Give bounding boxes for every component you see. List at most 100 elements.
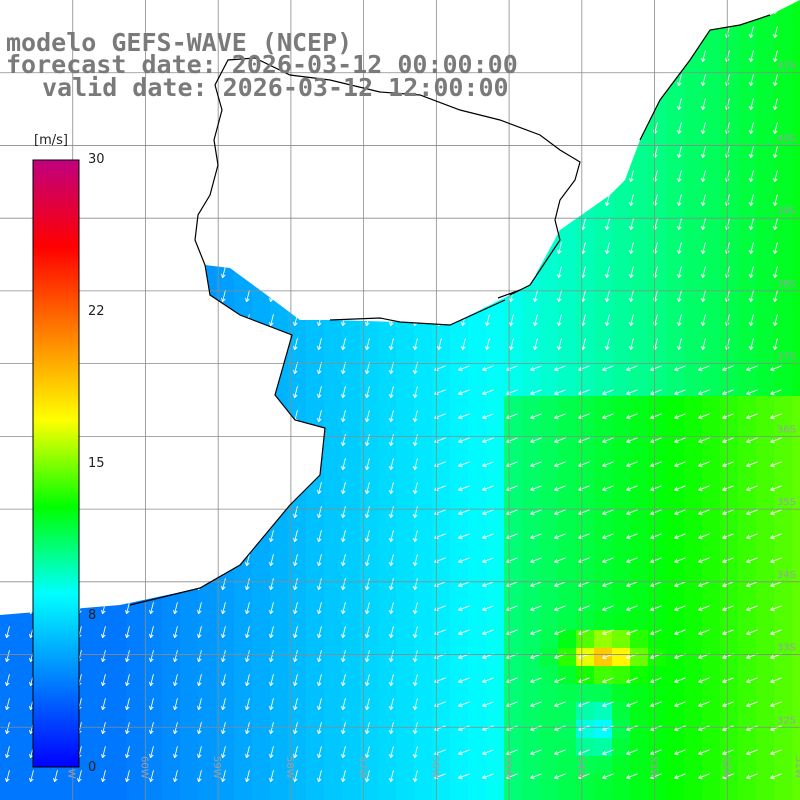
wind-speed-cell <box>468 468 487 487</box>
wind-speed-cell <box>126 486 145 505</box>
wind-speed-cell <box>306 486 325 505</box>
wind-vector <box>749 266 754 279</box>
wind-vector <box>557 242 562 255</box>
wind-speed-cell <box>648 648 667 667</box>
wind-speed-cell <box>180 630 199 649</box>
wind-vector <box>413 602 418 615</box>
wind-vector <box>722 389 734 396</box>
wind-vector <box>674 437 686 444</box>
wind-speed-cell <box>234 504 253 523</box>
wind-speed-cell <box>360 216 379 235</box>
wind-speed-cell <box>738 144 757 163</box>
wind-speed-cell <box>18 630 37 649</box>
wind-speed-cell <box>468 720 487 739</box>
wind-vector <box>365 578 370 591</box>
wind-speed-cell <box>486 684 505 703</box>
wind-vector <box>149 266 154 279</box>
wind-vector <box>317 290 322 303</box>
wind-vector <box>389 626 394 639</box>
wind-speed-cell <box>198 648 217 667</box>
wind-speed-cell <box>612 414 631 433</box>
wind-speed-cell <box>774 288 793 307</box>
wind-vector <box>458 389 470 396</box>
wind-speed-cell <box>450 108 469 127</box>
wind-speed-cell <box>774 468 793 487</box>
wind-speed-cell <box>252 126 271 145</box>
wind-speed-cell <box>270 198 289 217</box>
wind-vector <box>149 290 154 303</box>
wind-vector <box>221 266 226 279</box>
wind-speed-cell <box>756 36 775 55</box>
wind-speed-cell <box>684 630 703 649</box>
wind-vector <box>485 290 490 303</box>
wind-speed-cell <box>162 774 181 793</box>
wind-vector <box>605 146 610 159</box>
wind-vector <box>317 362 322 375</box>
wind-vector <box>293 218 298 231</box>
wind-speed-cell <box>234 162 253 181</box>
wind-speed-cell <box>378 360 397 379</box>
wind-speed-cell <box>702 666 721 685</box>
wind-speed-cell <box>180 144 199 163</box>
wind-speed-cell <box>270 774 289 793</box>
wind-speed-cell <box>144 108 163 127</box>
wind-speed-cell <box>450 756 469 775</box>
wind-vector <box>317 386 322 399</box>
wind-speed-cell <box>792 126 800 145</box>
wind-speed-cell <box>684 216 703 235</box>
wind-vector <box>197 434 202 447</box>
wind-speed-cell <box>108 702 127 721</box>
wind-speed-cell <box>342 0 361 19</box>
wind-speed-cell <box>756 18 775 37</box>
wind-speed-cell <box>432 486 451 505</box>
wind-speed-cell <box>756 198 775 217</box>
wind-speed-cell <box>252 432 271 451</box>
wind-speed-cell <box>774 162 793 181</box>
wind-speed-cell <box>396 450 415 469</box>
wind-speed-cell <box>432 18 451 37</box>
wind-speed-cell <box>378 450 397 469</box>
wind-vector <box>722 365 734 372</box>
wind-speed-cell <box>270 702 289 721</box>
wind-speed-cell <box>630 144 649 163</box>
wind-speed-cell <box>396 324 415 343</box>
wind-speed-cell <box>558 324 577 343</box>
wind-speed-cell <box>648 54 667 73</box>
wind-speed-cell <box>468 612 487 631</box>
wind-vector <box>341 170 346 183</box>
wind-speed-cell <box>90 378 109 397</box>
wind-speed-cell <box>432 108 451 127</box>
wind-vector <box>482 749 494 756</box>
wind-vector <box>677 338 682 351</box>
wind-vector <box>746 749 758 756</box>
wind-speed-cell <box>666 36 685 55</box>
wind-vector <box>554 437 566 444</box>
wind-speed-cell <box>342 504 361 523</box>
wind-speed-cell <box>90 720 109 739</box>
wind-vector <box>293 362 298 375</box>
wind-speed-cell <box>738 612 757 631</box>
wind-vector <box>149 314 154 327</box>
wind-speed-cell <box>522 288 541 307</box>
wind-vector <box>365 626 370 639</box>
wind-speed-cell <box>342 468 361 487</box>
wind-vector <box>365 458 370 471</box>
wind-speed-cell <box>612 324 631 343</box>
wind-speed-cell <box>180 342 199 361</box>
wind-speed-cell <box>180 594 199 613</box>
wind-speed-cell <box>378 306 397 325</box>
wind-vector <box>365 242 370 255</box>
wind-speed-cell <box>558 576 577 595</box>
wind-speed-cell <box>108 234 127 253</box>
wind-speed-cell <box>108 198 127 217</box>
wind-speed-cell <box>54 792 73 800</box>
wind-speed-cell <box>558 684 577 703</box>
wind-speed-cell <box>396 558 415 577</box>
wind-speed-cell <box>468 126 487 145</box>
wind-speed-cell <box>666 702 685 721</box>
wind-vector <box>458 749 470 756</box>
wind-vector <box>482 773 494 780</box>
wind-vector <box>269 266 274 279</box>
wind-speed-cell <box>90 648 109 667</box>
